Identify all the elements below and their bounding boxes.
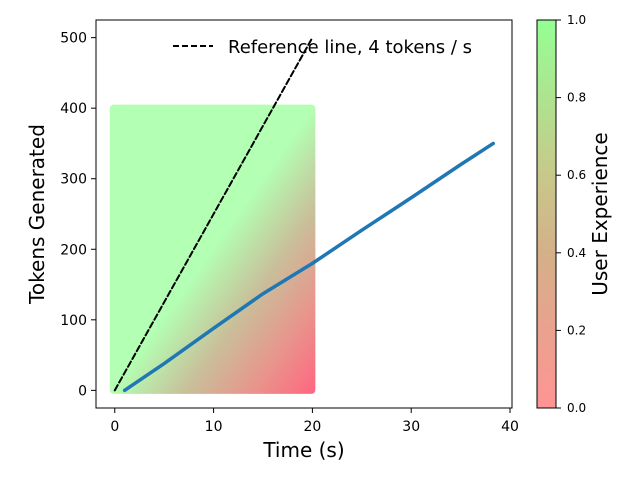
y-tick-label: 500 (60, 31, 87, 47)
colorbar-ticks: 0.0 0.2 0.4 0.6 0.8 1.0 (556, 13, 586, 415)
colorbar-tick-label: 0.6 (567, 168, 586, 182)
user-experience-region (109, 104, 316, 394)
colorbar-tick-label: 0.8 (567, 91, 586, 105)
plot-frame (95, 19, 513, 409)
x-axis-ticks: 0 10 20 30 40 (110, 408, 519, 435)
legend: Reference line, 4 tokens / s (173, 37, 472, 58)
colorbar-label: User Experience (588, 132, 612, 295)
x-axis-label: Time (s) (262, 438, 344, 462)
plot-area (109, 36, 495, 394)
tokens-generated-series (122, 141, 495, 393)
y-tick-label: 400 (60, 101, 87, 117)
x-tick-label: 30 (402, 419, 420, 435)
colorbar-tick-label: 1.0 (567, 13, 586, 27)
y-tick-label: 100 (60, 313, 87, 329)
x-tick-label: 40 (501, 419, 519, 435)
reference-line-series (113, 36, 314, 392)
y-axis-ticks: 0 100 200 300 400 500 (60, 31, 96, 399)
x-tick-label: 10 (205, 419, 223, 435)
legend-entry-reference: Reference line, 4 tokens / s (228, 37, 472, 58)
colorbar-tick-label: 0.4 (567, 246, 586, 260)
y-tick-label: 0 (78, 383, 87, 399)
y-axis-label: Tokens Generated (25, 124, 49, 305)
colorbar-gradient (536, 19, 557, 409)
colorbar-tick-label: 0.0 (567, 401, 586, 415)
y-tick-label: 300 (60, 172, 87, 188)
x-tick-label: 20 (303, 419, 321, 435)
colorbar: 0.0 0.2 0.4 0.6 0.8 1.0 User Experience (536, 13, 612, 415)
colorbar-tick-label: 0.2 (567, 323, 586, 337)
x-tick-label: 0 (110, 419, 119, 435)
y-tick-label: 200 (60, 242, 87, 258)
